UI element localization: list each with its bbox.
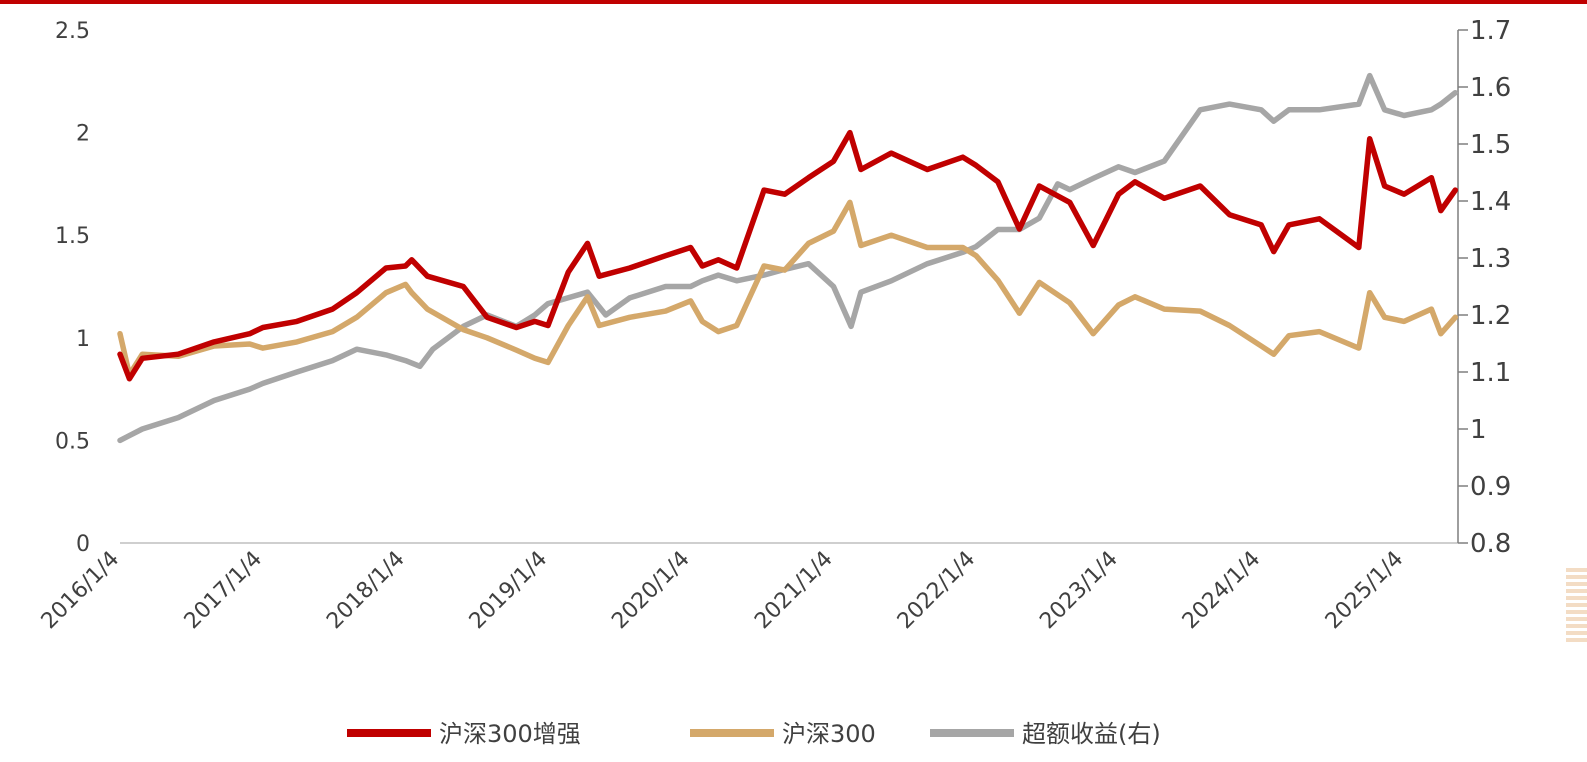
x-tick-label: 2023/1/4	[1035, 547, 1123, 635]
top-accent-rule	[0, 0, 1587, 4]
x-tick-label: 2019/1/4	[465, 547, 553, 635]
series-layer	[117, 72, 1459, 444]
y-left-tick-label: 2.5	[55, 19, 90, 44]
x-tick-label: 2016/1/4	[37, 547, 125, 635]
y-right-tick-label: 1.4	[1470, 187, 1511, 217]
x-tick-label: 2020/1/4	[607, 547, 695, 635]
legend-label: 超额收益(右)	[1022, 720, 1161, 748]
y-right-tick-label: 1.5	[1470, 130, 1511, 160]
series-line-0	[117, 129, 1459, 382]
y-left-tick-label: 0.5	[55, 429, 90, 454]
y-right-tick-label: 1.7	[1470, 16, 1511, 46]
x-tick-label: 2024/1/4	[1178, 547, 1266, 635]
series-line-2	[117, 72, 1459, 444]
y-right-tick-label: 1	[1470, 415, 1487, 445]
y-right-tick-label: 1.2	[1470, 301, 1511, 331]
y-right-tick-label: 0.8	[1470, 529, 1511, 559]
legend-label: 沪深300增强	[439, 720, 581, 748]
edge-decoration	[1566, 568, 1587, 644]
y-right-tick-label: 1.1	[1470, 358, 1511, 388]
y-right-tick-label: 0.9	[1470, 472, 1511, 502]
legend: 沪深300增强 沪深300 超额收益(右)	[347, 720, 1161, 748]
x-tick-label: 2018/1/4	[322, 547, 410, 635]
x-tick-label: 2025/1/4	[1321, 547, 1409, 635]
legend-label: 沪深300	[782, 720, 876, 748]
y-left-tick-label: 1.5	[55, 224, 90, 249]
y-left-tick-label: 2	[76, 122, 90, 147]
y-left-tick-label: 0	[76, 532, 90, 557]
x-tick-label: 2021/1/4	[750, 547, 838, 635]
series-line-1	[117, 199, 1459, 378]
x-tick-label: 2017/1/4	[180, 547, 268, 635]
x-tick-label: 2022/1/4	[893, 547, 981, 635]
y-right-tick-label: 1.3	[1470, 244, 1511, 274]
y-left-tick-label: 1	[76, 327, 90, 352]
y-right-tick-label: 1.6	[1470, 73, 1511, 103]
